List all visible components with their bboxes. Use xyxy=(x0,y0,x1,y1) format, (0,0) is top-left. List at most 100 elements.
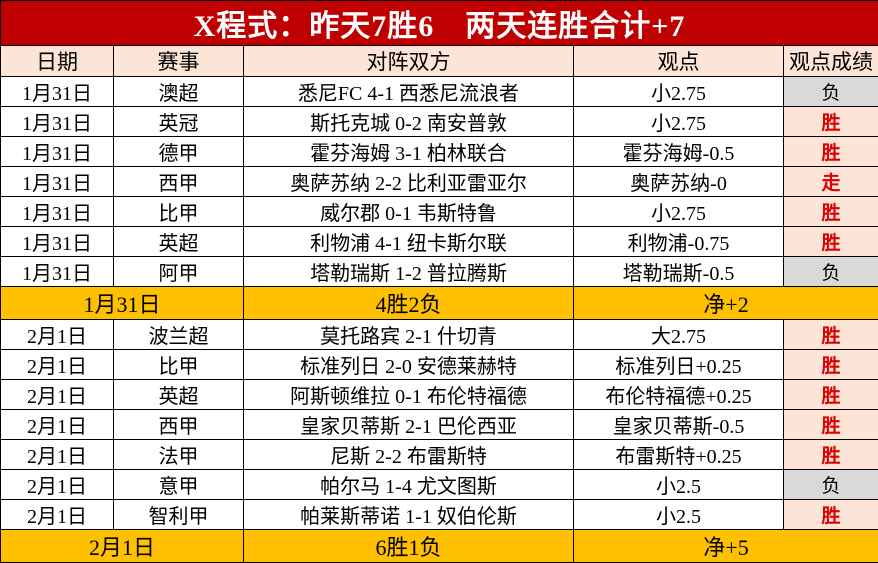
result-cell: 胜 xyxy=(784,320,878,350)
date-cell: 1月31日 xyxy=(1,257,114,287)
match-cell: 皇家贝蒂斯 2-1 巴伦西亚 xyxy=(244,410,574,440)
league-cell: 西甲 xyxy=(114,167,244,197)
pick-cell: 霍芬海姆-0.5 xyxy=(574,137,784,167)
result-cell: 走 xyxy=(784,167,878,197)
pick-cell: 小2.75 xyxy=(574,77,784,107)
league-cell: 比甲 xyxy=(114,197,244,227)
league-cell: 智利甲 xyxy=(114,500,244,530)
match-cell: 塔勒瑞斯 1-2 普拉腾斯 xyxy=(244,257,574,287)
result-cell: 胜 xyxy=(784,197,878,227)
title-row: X程式：昨天7胜6 两天连胜合计+7 xyxy=(1,1,878,46)
pick-cell: 小2.75 xyxy=(574,107,784,137)
pick-cell: 小2.5 xyxy=(574,500,784,530)
league-cell: 法甲 xyxy=(114,440,244,470)
match-cell: 标准列日 2-0 安德莱赫特 xyxy=(244,350,574,380)
result-cell: 胜 xyxy=(784,380,878,410)
league-cell: 阿甲 xyxy=(114,257,244,287)
summary-date-cell: 1月31日 xyxy=(1,287,244,320)
pick-cell: 塔勒瑞斯-0.5 xyxy=(574,257,784,287)
page-title: X程式：昨天7胜6 两天连胜合计+7 xyxy=(1,1,878,46)
pick-cell: 利物浦-0.75 xyxy=(574,227,784,257)
match-cell: 阿斯顿维拉 0-1 布伦特福德 xyxy=(244,380,574,410)
match-cell: 莫托路宾 2-1 什切青 xyxy=(244,320,574,350)
pick-cell: 皇家贝蒂斯-0.5 xyxy=(574,410,784,440)
column-header-5: 观点成绩 xyxy=(784,46,878,77)
match-cell: 利物浦 4-1 纽卡斯尔联 xyxy=(244,227,574,257)
match-cell: 霍芬海姆 3-1 柏林联合 xyxy=(244,137,574,167)
result-cell: 负 xyxy=(784,470,878,500)
league-cell: 英冠 xyxy=(114,107,244,137)
result-cell: 胜 xyxy=(784,500,878,530)
summary-net-cell: 净+5 xyxy=(574,530,878,563)
pick-cell: 小2.75 xyxy=(574,197,784,227)
result-cell: 胜 xyxy=(784,410,878,440)
league-cell: 英超 xyxy=(114,380,244,410)
match-cell: 帕尔马 1-4 尤文图斯 xyxy=(244,470,574,500)
date-cell: 1月31日 xyxy=(1,227,114,257)
date-cell: 2月1日 xyxy=(1,470,114,500)
result-cell: 负 xyxy=(784,77,878,107)
pick-cell: 标准列日+0.25 xyxy=(574,350,784,380)
summary-record-cell: 6胜1负 xyxy=(244,530,574,563)
date-cell: 1月31日 xyxy=(1,167,114,197)
league-cell: 西甲 xyxy=(114,410,244,440)
column-header-2: 赛事 xyxy=(114,46,244,77)
pick-cell: 小2.5 xyxy=(574,470,784,500)
match-cell: 斯托克城 0-2 南安普敦 xyxy=(244,107,574,137)
date-cell: 2月1日 xyxy=(1,320,114,350)
match-cell: 奥萨苏纳 2-2 比利亚雷亚尔 xyxy=(244,167,574,197)
date-cell: 2月1日 xyxy=(1,380,114,410)
pick-cell: 大2.75 xyxy=(574,320,784,350)
pick-cell: 奥萨苏纳-0 xyxy=(574,167,784,197)
column-header-4: 观点 xyxy=(574,46,784,77)
match-cell: 尼斯 2-2 布雷斯特 xyxy=(244,440,574,470)
column-header-1: 日期 xyxy=(1,46,114,77)
date-cell: 2月1日 xyxy=(1,500,114,530)
league-cell: 英超 xyxy=(114,227,244,257)
league-cell: 澳超 xyxy=(114,77,244,107)
date-cell: 1月31日 xyxy=(1,107,114,137)
date-cell: 2月1日 xyxy=(1,410,114,440)
league-cell: 比甲 xyxy=(114,350,244,380)
date-cell: 2月1日 xyxy=(1,350,114,380)
pick-cell: 布伦特福德+0.25 xyxy=(574,380,784,410)
pick-cell: 布雷斯特+0.25 xyxy=(574,440,784,470)
match-cell: 威尔郡 0-1 韦斯特鲁 xyxy=(244,197,574,227)
summary-record-cell: 4胜2负 xyxy=(244,287,574,320)
date-cell: 1月31日 xyxy=(1,77,114,107)
summary-net-cell: 净+2 xyxy=(574,287,878,320)
result-cell: 胜 xyxy=(784,107,878,137)
league-cell: 意甲 xyxy=(114,470,244,500)
date-cell: 2月1日 xyxy=(1,440,114,470)
date-cell: 1月31日 xyxy=(1,137,114,167)
league-cell: 德甲 xyxy=(114,137,244,167)
column-header-3: 对阵双方 xyxy=(244,46,574,77)
date-cell: 1月31日 xyxy=(1,197,114,227)
league-cell: 波兰超 xyxy=(114,320,244,350)
result-cell: 胜 xyxy=(784,137,878,167)
result-cell: 胜 xyxy=(784,440,878,470)
column-header-row: 日期赛事对阵双方观点观点成绩 xyxy=(1,46,878,77)
result-cell: 负 xyxy=(784,257,878,287)
summary-date-cell: 2月1日 xyxy=(1,530,244,563)
result-cell: 胜 xyxy=(784,350,878,380)
match-cell: 帕莱斯蒂诺 1-1 奴伯伦斯 xyxy=(244,500,574,530)
